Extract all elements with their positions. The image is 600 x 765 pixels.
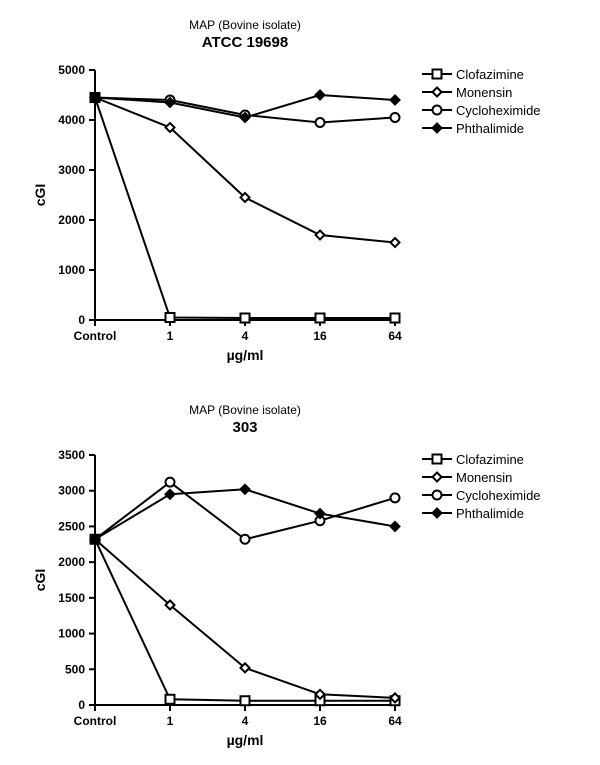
legend-label: Phthalimide: [456, 506, 524, 521]
series-marker-clofazimine: [241, 696, 250, 705]
legend-label: Monensin: [456, 470, 512, 485]
legend-item-clofazimine: Clofazimine: [422, 450, 541, 468]
x-axis-label: µg/ml: [227, 732, 264, 748]
x-axis-label: µg/ml: [227, 347, 264, 363]
x-tick-label: 4: [242, 714, 249, 728]
series-marker-phthalimide: [391, 522, 400, 531]
legend-swatch-icon: [422, 101, 452, 119]
legend-label: Clofazimine: [456, 67, 524, 82]
chart-supertitle-text: MAP (Bovine isolate): [189, 403, 301, 417]
legend-label: Clofazimine: [456, 452, 524, 467]
series-marker-cycloheximide: [391, 113, 400, 122]
series-line-clofazimine: [95, 539, 395, 700]
x-tick-label: 1: [167, 329, 174, 343]
y-tick-label: 2500: [58, 519, 85, 533]
series-marker-cycloheximide: [316, 118, 325, 127]
legend-swatch-icon: [422, 504, 452, 522]
x-tick-label: 16: [313, 329, 327, 343]
legend-label: Cycloheximide: [456, 488, 541, 503]
series-marker-phthalimide: [166, 490, 175, 499]
legend-swatch-icon: [422, 65, 452, 83]
series-marker-clofazimine: [166, 313, 175, 322]
series-line-phthalimide: [95, 489, 395, 539]
y-tick-label: 3000: [58, 163, 85, 177]
x-tick-label: 64: [388, 329, 402, 343]
series-marker-phthalimide: [391, 96, 400, 105]
series-marker-cycloheximide: [241, 535, 250, 544]
y-tick-label: 4000: [58, 113, 85, 127]
series-marker-monensin: [391, 238, 400, 247]
chart-supertitle-text: MAP (Bovine isolate): [189, 18, 301, 32]
y-tick-label: 0: [78, 698, 85, 712]
y-tick-label: 1000: [58, 627, 85, 641]
chart-atcc-19698: MAP (Bovine isolate) ATCC 19698 0 1000 2000 3…: [0, 10, 600, 380]
x-tick-label: Control: [74, 329, 117, 343]
legend-item-monensin: Monensin: [422, 83, 541, 101]
legend-item-monensin: Monensin: [422, 468, 541, 486]
series-marker-clofazimine: [166, 695, 175, 704]
y-tick-label: 0: [78, 313, 85, 327]
chart-title: MAP (Bovine isolate) 303: [95, 401, 395, 438]
series-line-monensin: [95, 539, 395, 698]
x-tick-label: Control: [74, 714, 117, 728]
series-marker-phthalimide: [316, 91, 325, 100]
x-tick-label: 4: [242, 329, 249, 343]
y-tick-label: 5000: [58, 63, 85, 77]
y-tick-label: 3000: [58, 484, 85, 498]
legend-label: Monensin: [456, 85, 512, 100]
y-axis-label: cGI: [32, 569, 48, 592]
legend-swatch-icon: [422, 83, 452, 101]
chart-303: MAP (Bovine isolate) 303 0 500 1000 1500 2000 2…: [0, 395, 600, 765]
y-tick-label: 500: [65, 662, 85, 676]
legend-label: Phthalimide: [456, 121, 524, 136]
y-tick-label: 1500: [58, 591, 85, 605]
y-tick-label: 3500: [58, 448, 85, 462]
chart-legend: Clofazimine Monensin Cycloheximide Phthalim…: [422, 450, 541, 522]
y-tick-label: 1000: [58, 263, 85, 277]
legend-item-cycloheximide: Cycloheximide: [422, 486, 541, 504]
legend-swatch-icon: [422, 119, 452, 137]
series-marker-cycloheximide: [166, 478, 175, 487]
legend-swatch-icon: [422, 486, 452, 504]
series-marker-clofazimine: [241, 314, 250, 323]
legend-item-phthalimide: Phthalimide: [422, 504, 541, 522]
series-marker-clofazimine: [391, 314, 400, 323]
legend-item-cycloheximide: Cycloheximide: [422, 101, 541, 119]
chart-legend: Clofazimine Monensin Cycloheximide Phthalim…: [422, 65, 541, 137]
x-tick-label: 64: [388, 714, 402, 728]
legend-label: Cycloheximide: [456, 103, 541, 118]
y-tick-label: 2000: [58, 555, 85, 569]
x-tick-label: 16: [313, 714, 327, 728]
y-tick-label: 2000: [58, 213, 85, 227]
legend-item-phthalimide: Phthalimide: [422, 119, 541, 137]
legend-item-clofazimine: Clofazimine: [422, 65, 541, 83]
series-marker-cycloheximide: [391, 493, 400, 502]
legend-swatch-icon: [422, 450, 452, 468]
series-line-clofazimine: [95, 98, 395, 319]
series-marker-monensin: [316, 231, 325, 240]
y-axis-label: cGI: [32, 184, 48, 207]
legend-swatch-icon: [422, 468, 452, 486]
x-tick-label: 1: [167, 714, 174, 728]
series-marker-phthalimide: [241, 485, 250, 494]
chart-title-text: ATCC 19698: [202, 34, 288, 51]
chart-title-text: 303: [232, 419, 257, 436]
series-marker-clofazimine: [316, 314, 325, 323]
chart-title: MAP (Bovine isolate) ATCC 19698: [95, 16, 395, 53]
